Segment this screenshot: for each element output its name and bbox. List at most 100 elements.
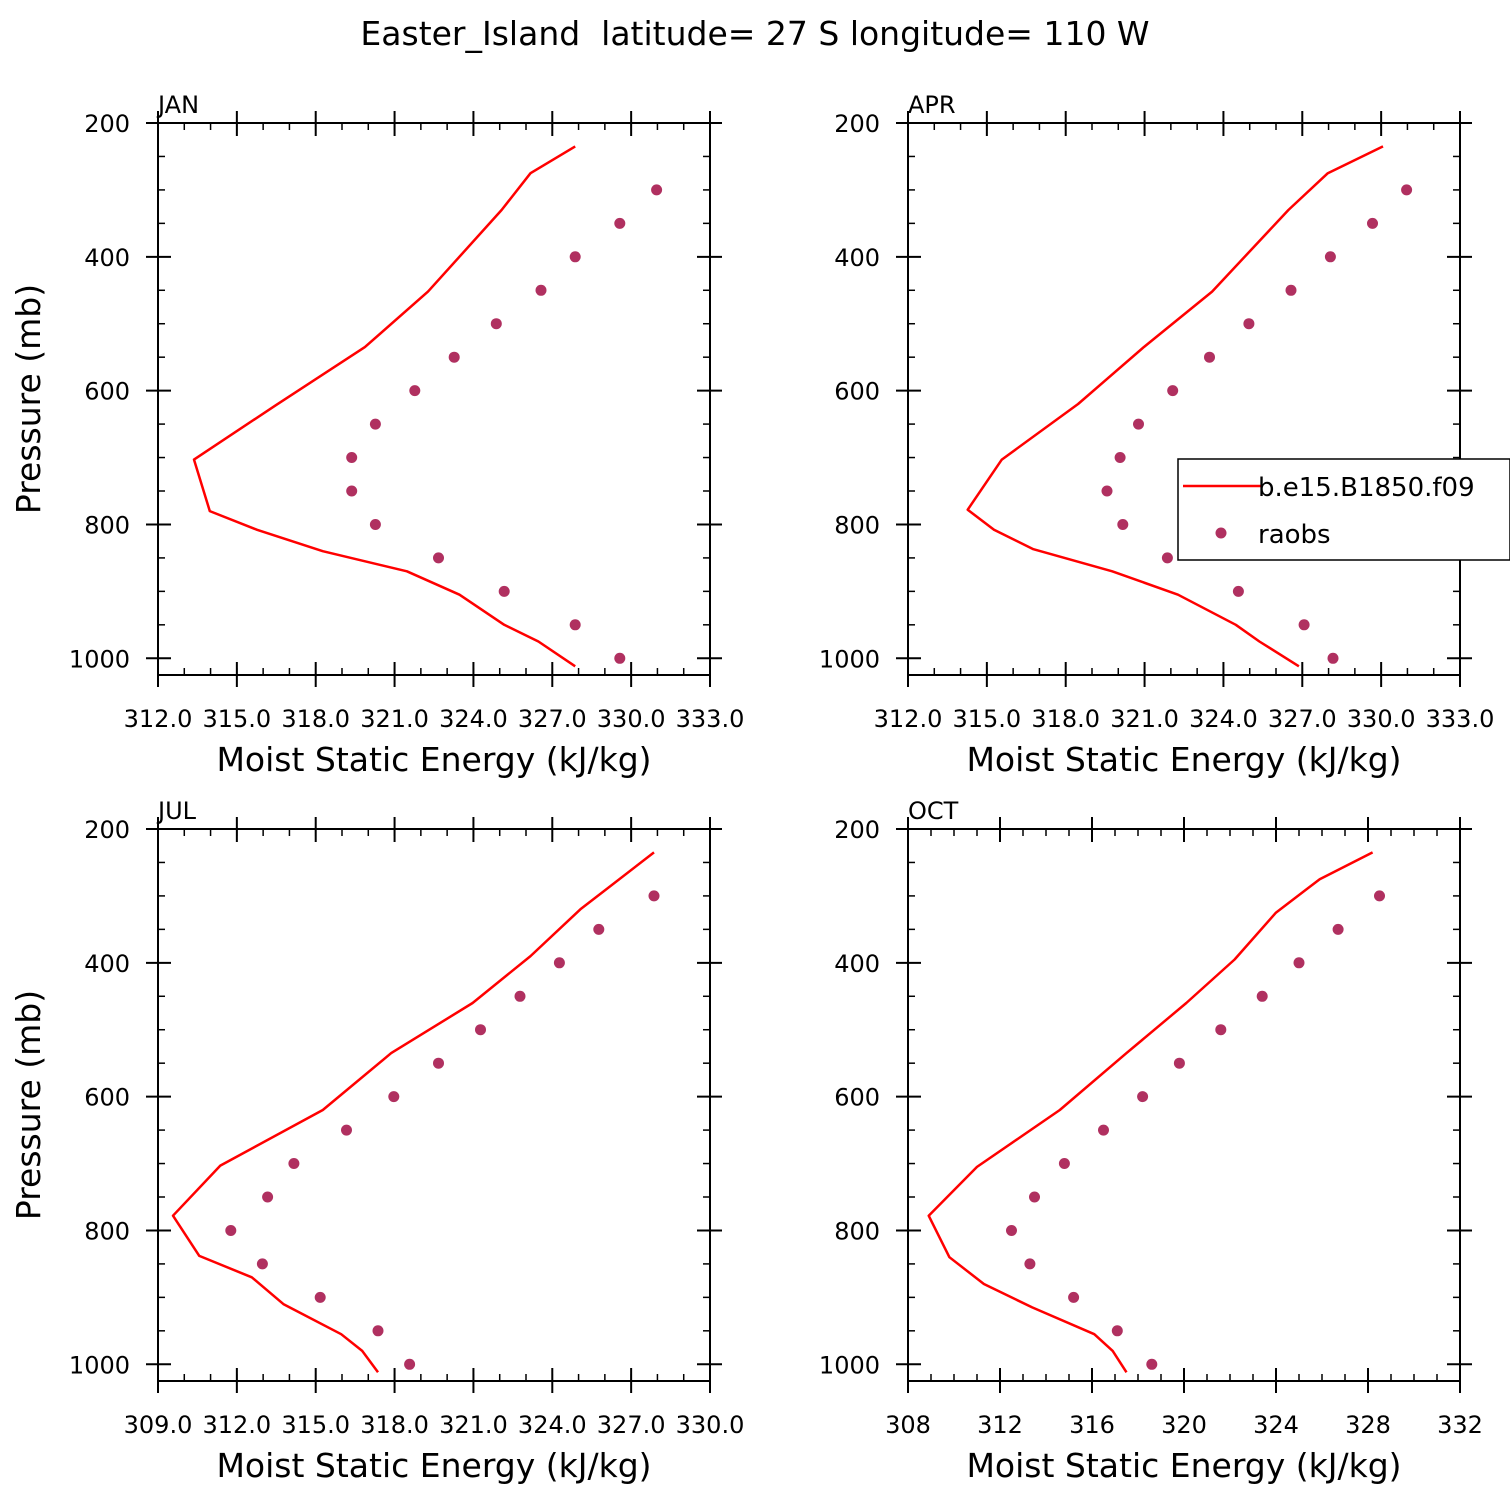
obs-point [475, 1024, 486, 1036]
obs-point [1232, 585, 1244, 597]
y-axis-label: Pressure (mb) [9, 990, 48, 1220]
figure-title: Easter_Island latitude= 27 S longitude= … [360, 14, 1149, 53]
x-tick-label: 333.0 [1426, 705, 1495, 733]
obs-point [514, 990, 526, 1002]
obs-point [1006, 1225, 1017, 1236]
y-tick-label: 400 [84, 244, 130, 272]
x-tick-label: 324.0 [518, 1411, 587, 1439]
model-series-line [966, 145, 1384, 668]
obs-point [369, 418, 381, 430]
x-tick-label: 324 [1253, 1411, 1299, 1439]
obs-point [614, 652, 626, 664]
y-tick-label: 200 [834, 816, 880, 844]
obs-point [1324, 251, 1336, 263]
x-axis-label: Moist Static Energy (kJ/kg) [216, 1446, 651, 1485]
obs-point [498, 585, 510, 597]
obs-point [1137, 1091, 1149, 1103]
obs-point [1374, 890, 1385, 902]
obs-point [490, 318, 502, 330]
y-tick-label: 400 [834, 950, 880, 978]
y-axis-label: Pressure (mb) [9, 284, 48, 514]
obs-point [372, 1325, 384, 1337]
obs-point [256, 1258, 268, 1270]
x-tick-label: 324.0 [439, 705, 508, 733]
obs-point [553, 957, 565, 969]
x-tick-label: 321.0 [360, 705, 429, 733]
x-tick-label: 308 [885, 1411, 931, 1439]
panel-jan: JAN 312.0 315.0 318.0 321.0 324.0 327.0 330.0 33… [9, 91, 744, 779]
model-series-line [171, 851, 655, 1374]
model-series-line [192, 145, 576, 668]
obs-point [448, 351, 460, 363]
y-tick-label: 600 [84, 1084, 130, 1112]
obs-point [1167, 385, 1179, 397]
y-tick-label: 600 [84, 378, 130, 406]
obs-point [433, 552, 444, 564]
x-tick-label: 330.0 [676, 1411, 745, 1439]
x-tick-label: 312.0 [874, 705, 943, 733]
y-tick-label: 600 [834, 378, 880, 406]
legend-obs-swatch [1215, 527, 1227, 539]
panel-label: APR [908, 91, 956, 119]
obs-point [1101, 485, 1113, 497]
obs-point [1098, 1124, 1109, 1136]
model-series-line [927, 851, 1374, 1373]
obs-point [369, 519, 381, 530]
panel-label: JUL [156, 797, 197, 825]
legend: b.e15.B1850.f09 raobs [1177, 458, 1510, 561]
obs-point [1401, 184, 1413, 196]
obs-point [404, 1358, 416, 1370]
panel-apr: APR 312.0 315.0 318.0 321.0 324.0 327.0 330.0 33… [819, 91, 1494, 779]
obs-point [593, 923, 605, 935]
y-tick-label: 1000 [819, 645, 880, 673]
obs-point [346, 452, 358, 463]
x-tick-label: 320 [1161, 1411, 1207, 1439]
legend-box [1177, 458, 1510, 561]
y-tick-label: 1000 [819, 1351, 880, 1379]
x-axis-label: Moist Static Energy (kJ/kg) [966, 1446, 1401, 1485]
obs-point [569, 619, 581, 631]
obs-point [1068, 1291, 1080, 1303]
obs-point [409, 385, 421, 397]
obs-point [1117, 519, 1129, 530]
legend-obs-label: raobs [1258, 520, 1331, 550]
x-tick-label: 327.0 [1268, 705, 1337, 733]
obs-point [569, 251, 581, 263]
obs-point [1256, 990, 1268, 1002]
x-tick-label: 315.0 [281, 1411, 350, 1439]
obs-point [1293, 957, 1305, 969]
panel-label: JAN [156, 91, 199, 119]
x-tick-label: 318.0 [1031, 705, 1100, 733]
y-tick-label: 400 [84, 950, 130, 978]
obs-point [1327, 652, 1339, 664]
obs-point [314, 1291, 326, 1303]
obs-point [1058, 1158, 1070, 1169]
x-tick-label: 312 [977, 1411, 1023, 1439]
x-tick-label: 328 [1345, 1411, 1391, 1439]
x-axis-label: Moist Static Energy (kJ/kg) [966, 740, 1401, 779]
x-tick-label: 330.0 [597, 705, 666, 733]
obs-point [388, 1091, 400, 1103]
x-tick-label: 312.0 [202, 1411, 271, 1439]
x-tick-label: 327.0 [597, 1411, 666, 1439]
panel-oct: OCT 308 312 316 320 324 328 332 200 400 600 800 1000… [819, 797, 1483, 1485]
legend-model-label: b.e15.B1850.f09 [1258, 473, 1475, 503]
obs-point [1298, 619, 1310, 631]
y-tick-label: 200 [84, 816, 130, 844]
x-tick-label: 316 [1069, 1411, 1115, 1439]
x-tick-label: 330.0 [1347, 705, 1416, 733]
x-tick-label: 318.0 [360, 1411, 429, 1439]
x-tick-label: 321.0 [439, 1411, 508, 1439]
obs-point [225, 1225, 237, 1236]
x-tick-label: 309.0 [124, 1411, 193, 1439]
plot-frame [157, 122, 711, 676]
x-axis-label: Moist Static Energy (kJ/kg) [216, 740, 651, 779]
x-tick-label: 315.0 [952, 705, 1021, 733]
obs-point [341, 1124, 352, 1136]
obs-point [262, 1191, 274, 1203]
y-tick-label: 800 [834, 1217, 880, 1245]
obs-point [433, 1057, 444, 1069]
y-tick-label: 1000 [69, 1351, 130, 1379]
obs-point [1146, 1358, 1158, 1370]
